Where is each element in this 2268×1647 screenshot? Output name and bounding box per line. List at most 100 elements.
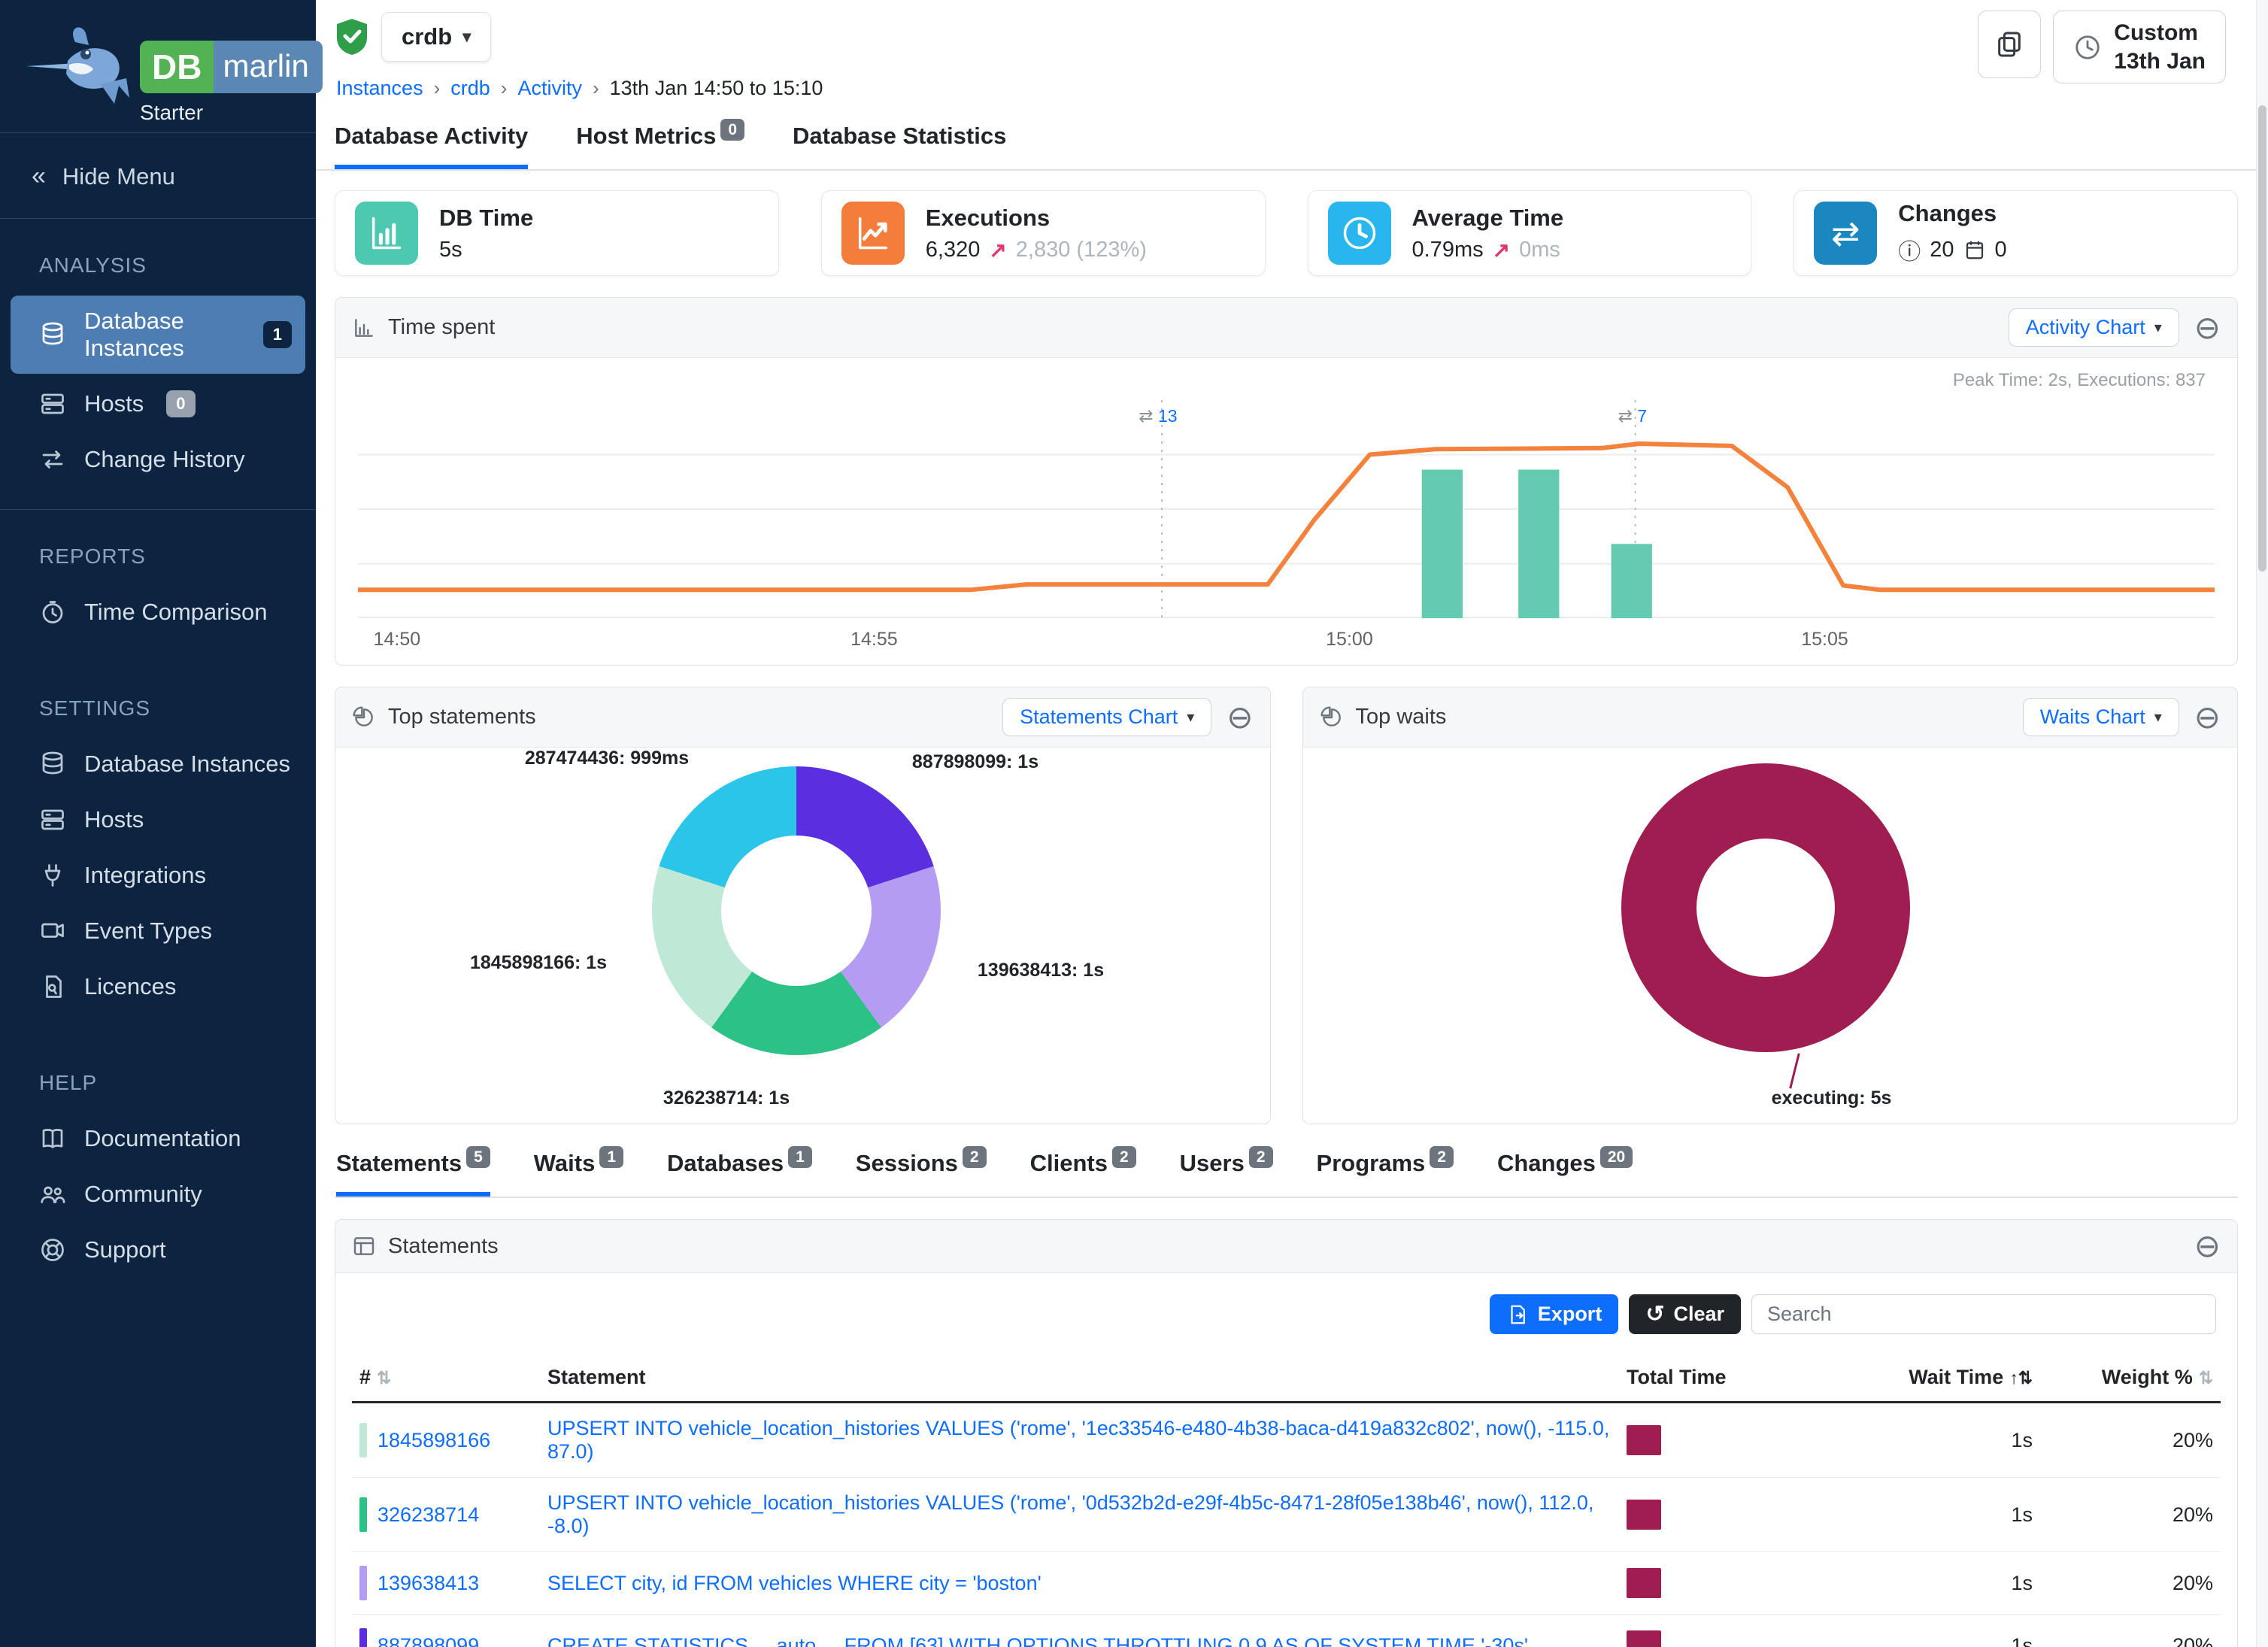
column-header--[interactable]: # ⇅	[352, 1354, 540, 1403]
waits-chart-select[interactable]: Waits Chart ▾	[2022, 698, 2179, 736]
collapse-panel-icon[interactable]: ⊖	[2194, 1228, 2221, 1263]
time-range-button[interactable]: Custom 13th Jan	[2053, 11, 2226, 83]
sidebar-item-hosts[interactable]: Hosts 0	[11, 378, 305, 429]
sidebar-item-community[interactable]: Community	[11, 1169, 305, 1220]
sort-icon: ⇅	[2198, 1368, 2213, 1388]
count-badge: 1	[788, 1146, 812, 1168]
detail-tab-sessions[interactable]: Sessions 2	[855, 1146, 987, 1197]
statement-id-link[interactable]: 139638413	[377, 1571, 480, 1594]
copy-link-button[interactable]	[1978, 11, 2042, 78]
detail-tab-programs[interactable]: Programs 2	[1317, 1146, 1454, 1197]
clock-icon	[2073, 33, 2102, 62]
tab-label: Changes	[1496, 1150, 1596, 1176]
export-button[interactable]: Export	[1489, 1294, 1619, 1334]
detail-tab-waits[interactable]: Waits 1	[534, 1146, 624, 1197]
breadcrumb-item[interactable]: Instances	[336, 77, 423, 99]
statements-table: # ⇅ Statement Total Time Wait Time ↑⇅ Weight %…	[352, 1354, 2221, 1647]
kpi-value: 5s	[439, 237, 462, 262]
statement-link[interactable]: UPSERT INTO vehicle_location_histories V…	[547, 1491, 1594, 1537]
tab-database-statistics[interactable]: Database Statistics	[793, 123, 1006, 169]
weight-value: 20%	[2040, 1551, 2221, 1615]
statement-id-link[interactable]: 887898099	[377, 1633, 480, 1647]
detail-tab-statements[interactable]: Statements 5	[336, 1146, 490, 1197]
change-marker[interactable]: ⇄ 7	[1618, 406, 1647, 426]
scrollbar-thumb[interactable]	[2258, 105, 2266, 572]
collapse-panel-icon[interactable]: ⊖	[2194, 309, 2221, 345]
count-badge: 1	[262, 321, 292, 348]
count-badge: 20	[1599, 1146, 1633, 1168]
clear-button[interactable]: ↺ Clear	[1629, 1294, 1741, 1334]
breadcrumb-item[interactable]: Activity	[517, 77, 582, 99]
panel-title: Top statements	[388, 705, 536, 729]
tab-label: Database Statistics	[793, 123, 1007, 149]
instance-selector[interactable]: crdb ▾	[381, 12, 492, 62]
pie-chart-icon	[1320, 705, 1344, 729]
kpi-value: 0.79ms	[1411, 237, 1484, 262]
detail-tab-users[interactable]: Users 2	[1180, 1146, 1273, 1197]
sidebar-item-time-comparison[interactable]: Time Comparison	[11, 587, 305, 638]
statement-id-link[interactable]: 1845898166	[377, 1428, 491, 1451]
sidebar-item-support[interactable]: Support	[11, 1224, 305, 1275]
hide-menu-button[interactable]: « Hide Menu	[0, 133, 316, 218]
statements-chart-select[interactable]: Statements Chart ▾	[1002, 698, 1212, 736]
hosts-icon	[39, 390, 66, 417]
sidebar-section-title: REPORTS	[39, 544, 146, 568]
statement-id-link[interactable]: 326238714	[377, 1503, 480, 1526]
sidebar-item-event-types[interactable]: Event Types	[11, 905, 305, 957]
divider	[0, 132, 316, 133]
sidebar-item-hosts[interactable]: Hosts	[11, 794, 305, 845]
vertical-scrollbar[interactable]	[2256, 0, 2268, 1647]
detail-tab-clients[interactable]: Clients 2	[1030, 1146, 1136, 1197]
collapse-panel-icon[interactable]: ⊖	[1226, 699, 1254, 735]
breadcrumb-separator: ›	[592, 77, 599, 99]
tab-label: Database Activity	[335, 123, 529, 149]
change-marker[interactable]: ⇄ 13	[1139, 406, 1177, 426]
export-label: Export	[1537, 1303, 1602, 1325]
sidebar-item-label: Time Comparison	[84, 599, 268, 625]
sidebar-item-integrations[interactable]: Integrations	[11, 850, 305, 901]
sidebar-item-label: Documentation	[84, 1125, 241, 1151]
time-spent-plot[interactable]: ⇄ 13 ⇄ 7 14:50 14:55 15:00 15:05	[358, 400, 2215, 650]
column-label: Total Time	[1627, 1366, 1727, 1388]
main-area: crdb ▾ Custom 13th Jan	[316, 0, 2268, 1647]
page-tabs: Database Activity Host Metrics 0 Database S…	[316, 100, 2256, 171]
breadcrumb-item[interactable]: crdb	[450, 77, 490, 99]
collapse-panel-icon[interactable]: ⊖	[2194, 699, 2221, 735]
swap-arrows-icon: ⇄	[1618, 406, 1633, 426]
statement-link[interactable]: UPSERT INTO vehicle_location_histories V…	[547, 1417, 1610, 1463]
tab-label: Sessions	[855, 1150, 958, 1176]
activity-chart-select[interactable]: Activity Chart ▾	[2008, 308, 2179, 347]
statement-link[interactable]: SELECT city, id FROM vehicles WHERE city…	[547, 1571, 1042, 1594]
statements-donut[interactable]	[652, 766, 941, 1055]
sidebar-section: HELP Documentation Community Support	[0, 1036, 316, 1300]
sidebar-item-documentation[interactable]: Documentation	[11, 1113, 305, 1164]
count-badge: 2	[1248, 1146, 1273, 1168]
detail-tab-databases[interactable]: Databases 1	[667, 1146, 812, 1197]
statement-link[interactable]: CREATE STATISTICS __auto__ FROM [63] WIT…	[547, 1633, 1529, 1647]
column-header-wait-time[interactable]: Wait Time ↑⇅	[1800, 1354, 2040, 1403]
info-icon: ⓘ	[1898, 240, 1921, 265]
tab-label: Databases	[667, 1150, 784, 1176]
kpi-changes: ⇄ Changes ⓘ 20 0	[1793, 190, 2238, 276]
copy-icon	[1994, 29, 2024, 59]
detail-tab-changes[interactable]: Changes 20	[1496, 1146, 1633, 1197]
weight-value: 20%	[2040, 1477, 2221, 1552]
kpi-calendar-count: 0	[1994, 237, 2007, 262]
sidebar-section-title: HELP	[39, 1071, 98, 1094]
count-badge: 2	[1430, 1146, 1454, 1168]
tab-host-metrics[interactable]: Host Metrics 0	[576, 119, 745, 169]
sidebar-item-database-instances[interactable]: Database Instances	[11, 739, 305, 790]
breadcrumb-separator: ›	[433, 77, 441, 99]
waits-donut[interactable]	[1621, 763, 1910, 1052]
sidebar-item-database-instances[interactable]: Database Instances 1	[11, 296, 305, 374]
sidebar-item-change-history[interactable]: Change History	[11, 434, 305, 485]
search-input[interactable]	[1751, 1294, 2216, 1334]
sidebar-item-licences[interactable]: Licences	[11, 961, 305, 1012]
breadcrumb: Instances › crdb › Activity › 13th Jan 14:50 t…	[336, 77, 2233, 100]
community-icon	[39, 1181, 66, 1208]
statement-color-bar	[359, 1628, 367, 1647]
column-header-weight-[interactable]: Weight % ⇅	[2040, 1354, 2221, 1403]
wait-time-value: 1s	[1800, 1477, 2040, 1552]
tab-database-activity[interactable]: Database Activity	[335, 123, 529, 169]
kpi-row: DB Time 5s Executions 6,320 ↗ 2,830 (123…	[335, 190, 2238, 276]
